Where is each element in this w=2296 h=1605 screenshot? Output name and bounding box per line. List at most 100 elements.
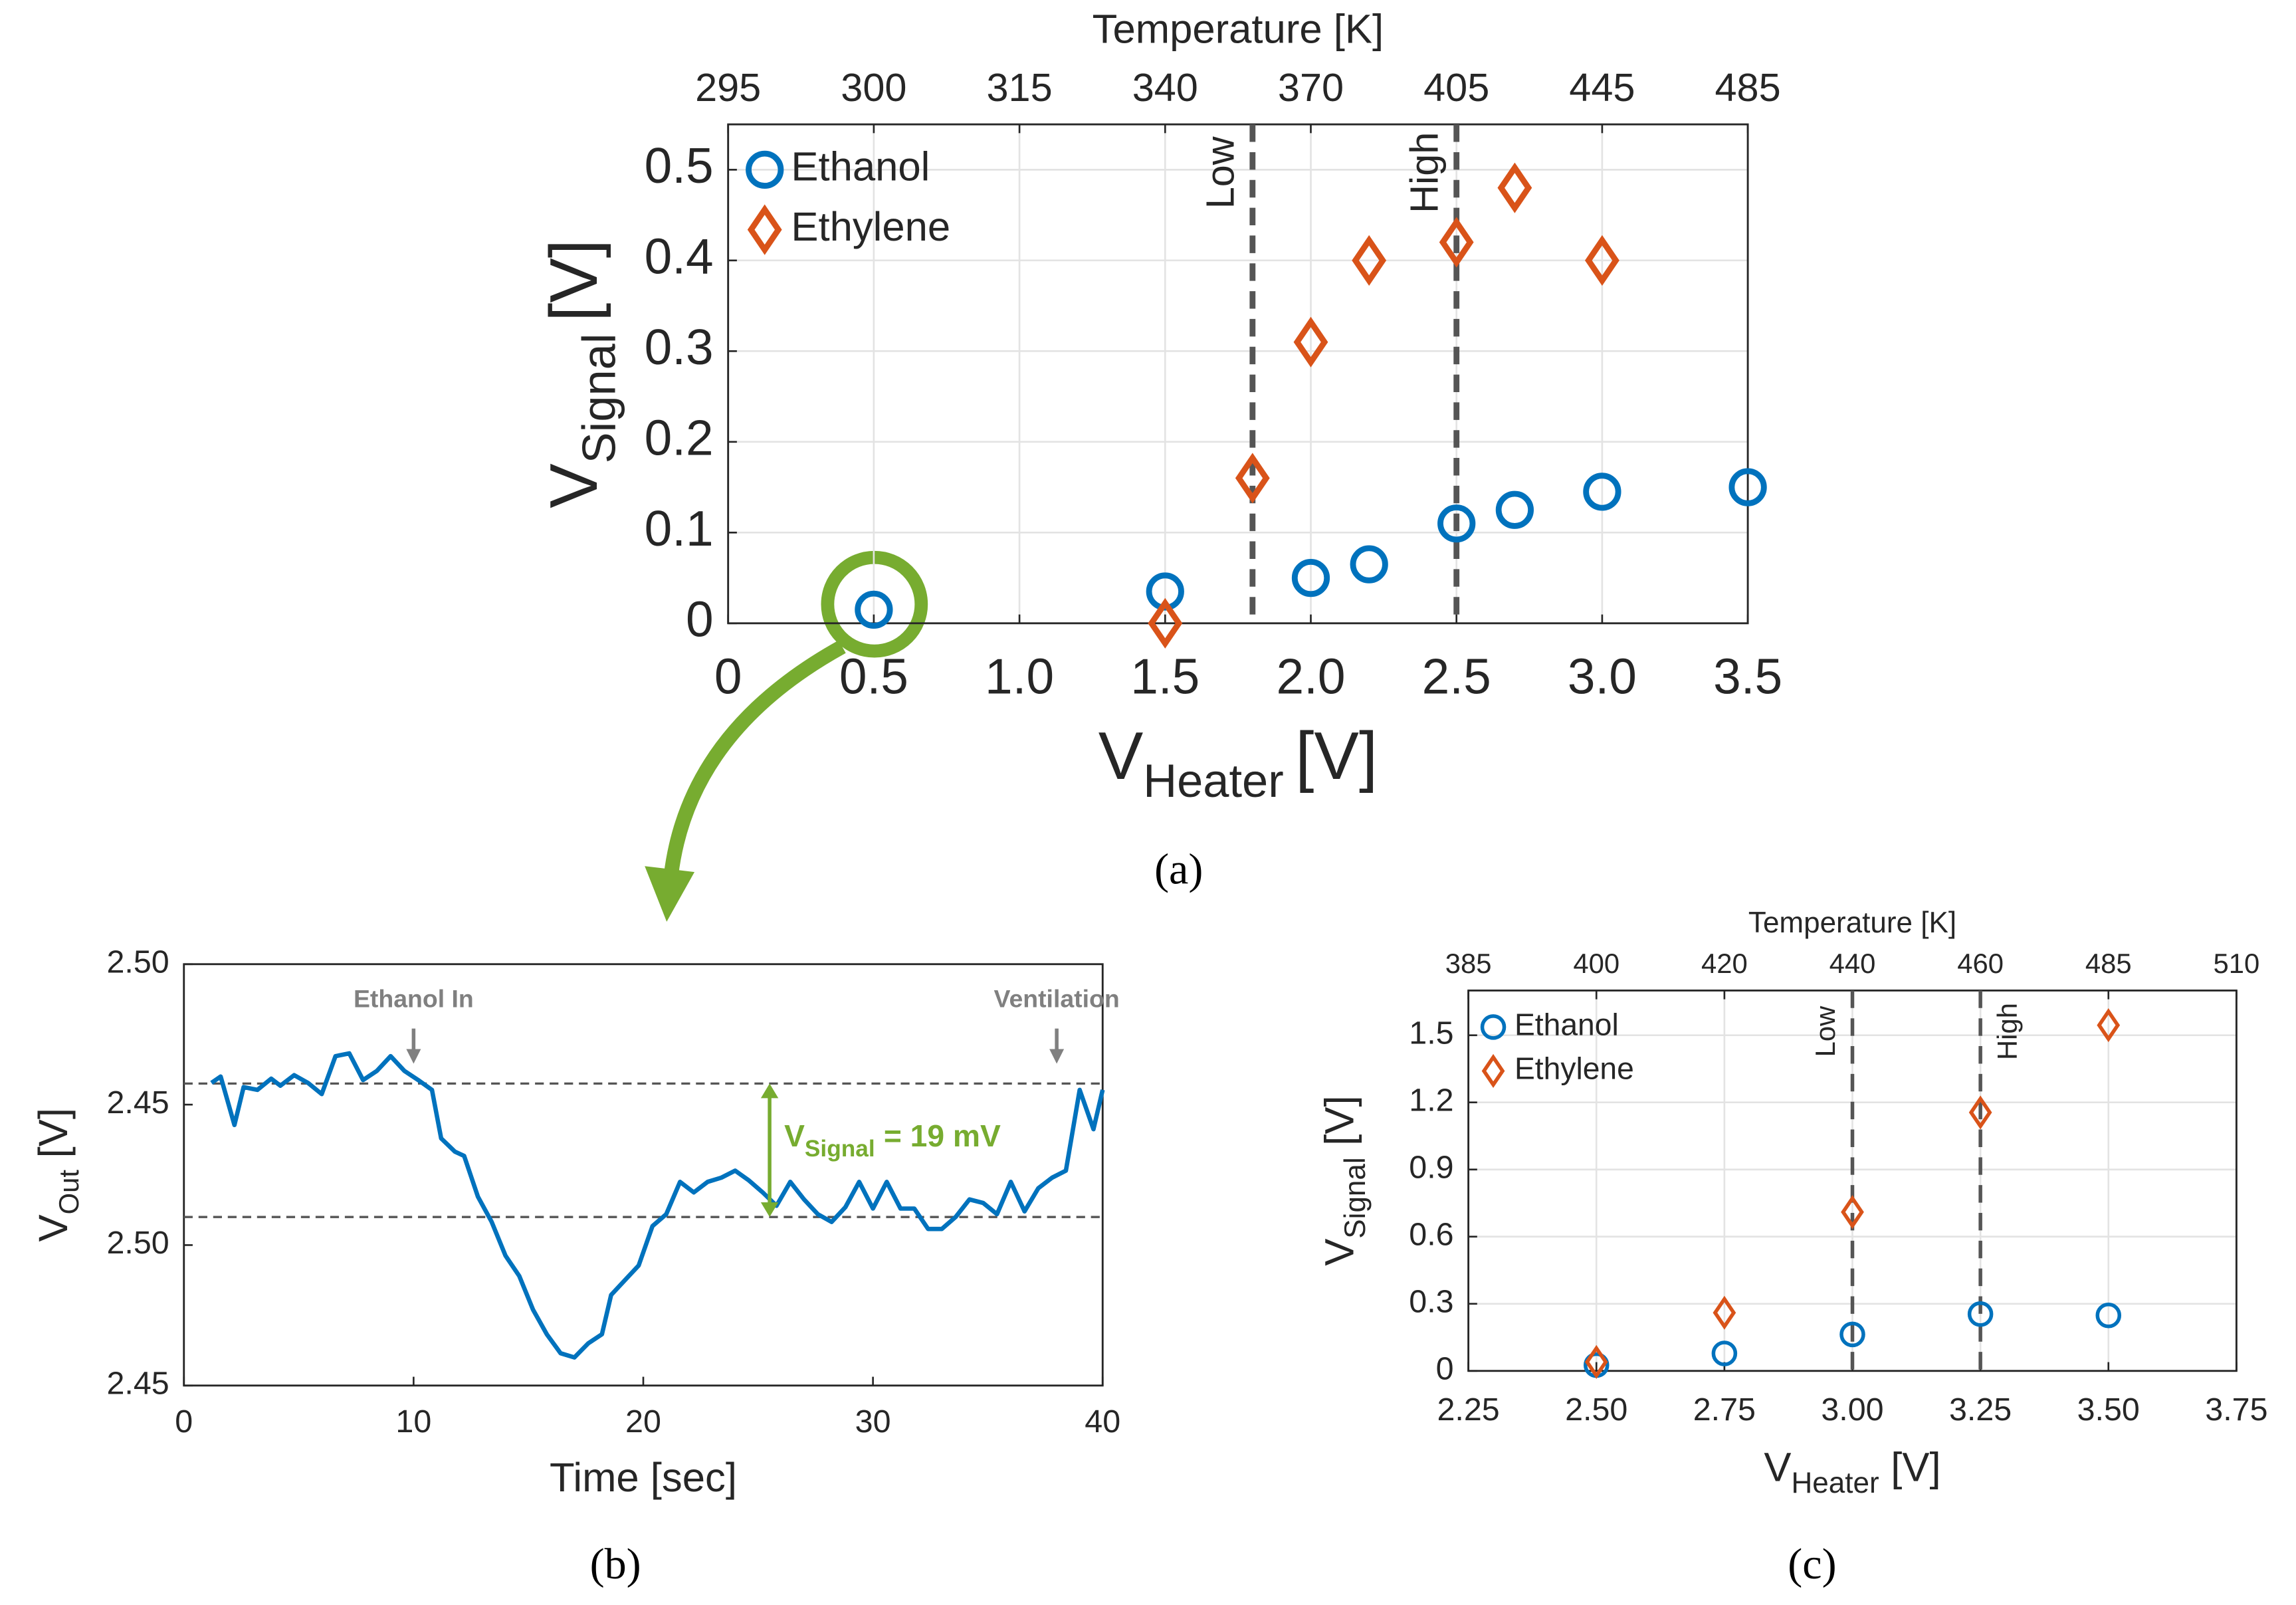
connector-arrowhead — [645, 866, 695, 922]
marker-circle — [1728, 468, 1767, 506]
reference-label: High — [1992, 1003, 2023, 1060]
marker-circle — [746, 150, 784, 189]
legend-label: Ethanol — [1514, 1008, 1619, 1042]
x-tick-label: 0 — [175, 1404, 193, 1440]
marker-diamond — [1968, 1095, 1992, 1130]
marker-diamond — [1584, 1344, 1608, 1379]
marker-diamond — [1481, 1053, 1505, 1089]
x-axis-label: Time [sec] — [550, 1455, 737, 1501]
signal-arrowhead — [760, 1202, 779, 1218]
x2-tick-label: 485 — [2085, 948, 2132, 979]
x-tick-label: 3.0 — [1568, 648, 1637, 704]
y-axis-label-main: V — [1317, 1239, 1363, 1266]
y-tick-label: 2.45 — [106, 1366, 169, 1402]
plot-frame — [727, 123, 1749, 625]
y-tick-label: 0 — [686, 591, 714, 647]
y-tick-label: 0.3 — [645, 319, 714, 375]
x-tick-label: 2.0 — [1276, 648, 1345, 704]
caption: (b) — [590, 1540, 641, 1588]
marker-diamond — [747, 204, 782, 255]
marker-circle — [1437, 504, 1476, 543]
x-tick-label: 2.5 — [1422, 648, 1491, 704]
signal-label: VSignal = 19 mV — [784, 1119, 1001, 1162]
x-tick-label: 40 — [1085, 1404, 1120, 1440]
x2-tick-label: 400 — [1573, 948, 1619, 979]
marker-diamond — [1148, 597, 1183, 649]
y-axis-label-main: V — [536, 463, 611, 508]
marker-circle — [1711, 1340, 1738, 1366]
top-axis-label: Temperature [K] — [1093, 7, 1384, 53]
x2-tick-label: 295 — [695, 65, 761, 110]
x-axis-label-sub: Heater — [1143, 754, 1283, 807]
x2-tick-label: 300 — [841, 65, 906, 110]
marker-circle — [1291, 558, 1330, 597]
x-tick-label: 0 — [714, 648, 742, 704]
marker-circle — [1583, 473, 1621, 511]
x-tick-label: 2.50 — [1565, 1392, 1627, 1428]
annotation-label: Ethanol In — [354, 985, 474, 1013]
y-tick-label: 0.1 — [645, 500, 714, 556]
y-tick-label: 0 — [1436, 1351, 1454, 1387]
x-tick-label: 2.25 — [1437, 1392, 1499, 1428]
caption: (c) — [1788, 1540, 1836, 1588]
annotation-arrowhead — [406, 1049, 421, 1064]
x-tick-label: 10 — [395, 1404, 431, 1440]
y-tick-label: 0.2 — [645, 410, 714, 466]
data-line — [210, 1051, 1105, 1360]
caption: (a) — [1154, 845, 1203, 893]
x-tick-label: 20 — [625, 1404, 661, 1440]
legend-label: Ethylene — [1514, 1051, 1634, 1086]
x-axis-label: VHeater [V] — [1098, 718, 1378, 807]
marker-circle — [1839, 1321, 1865, 1348]
y-tick-label: 2.45 — [106, 1085, 169, 1121]
x-axis-label-sub: Heater — [1792, 1467, 1879, 1499]
connector-arrow — [663, 640, 846, 876]
x2-tick-label: 440 — [1829, 948, 1876, 979]
x2-tick-label: 315 — [987, 65, 1053, 110]
signal-label-main: V — [784, 1119, 805, 1153]
y-axis-label: VSignal [V] — [1317, 1095, 1372, 1265]
x-tick-label: 3.00 — [1821, 1392, 1883, 1428]
annotation-arrowhead — [1049, 1049, 1065, 1064]
x-axis-label-main: V — [1764, 1445, 1791, 1491]
y-tick-label: 2.50 — [106, 944, 169, 980]
marker-diamond — [1584, 235, 1619, 286]
marker-circle — [2095, 1303, 2122, 1329]
y-axis-label-unit: [V] — [31, 1108, 76, 1158]
y-axis-label-sub: Signal — [572, 333, 625, 463]
y-tick-label: 1.5 — [1409, 1016, 1453, 1051]
marker-circle — [1480, 1014, 1507, 1040]
y-tick-label: 0.3 — [1409, 1284, 1453, 1320]
top-axis-label: Temperature [K] — [1748, 907, 1956, 939]
signal-arrowhead — [760, 1083, 779, 1099]
marker-diamond — [2097, 1008, 2121, 1043]
x2-tick-label: 510 — [2214, 948, 2260, 979]
y-axis-label-unit: [V] — [1317, 1095, 1363, 1145]
marker-diamond — [1293, 316, 1328, 368]
marker-diamond — [1352, 235, 1387, 286]
y-axis-label-sub: Out — [53, 1170, 84, 1215]
x-tick-label: 0.5 — [839, 648, 908, 704]
reference-label: High — [1402, 132, 1446, 213]
x2-tick-label: 340 — [1132, 65, 1198, 110]
x-tick-label: 3.50 — [2077, 1392, 2140, 1428]
y-axis-label-main: V — [31, 1214, 76, 1241]
x-tick-label: 3.25 — [1949, 1392, 2012, 1428]
x-axis-label-main: Time [sec] — [550, 1455, 737, 1501]
y-tick-label: 2.50 — [106, 1225, 169, 1261]
marker-circle — [1967, 1301, 1994, 1327]
y-axis-label: VSignal [V] — [536, 239, 625, 508]
y-tick-label: 0.4 — [645, 229, 714, 284]
x2-tick-label: 420 — [1701, 948, 1748, 979]
y-axis-label-sub: Signal — [1338, 1157, 1371, 1238]
x2-tick-label: 460 — [1957, 948, 2004, 979]
x-axis-label-unit: [V] — [1891, 1445, 1940, 1491]
reference-label: Low — [1198, 136, 1242, 209]
marker-diamond — [1713, 1295, 1736, 1330]
marker-diamond — [1439, 217, 1474, 268]
legend-label: Ethanol — [791, 144, 930, 190]
y-axis-label-unit: [V] — [536, 239, 611, 322]
y-tick-label: 1.2 — [1409, 1083, 1453, 1119]
y-tick-label: 0.6 — [1409, 1217, 1453, 1253]
